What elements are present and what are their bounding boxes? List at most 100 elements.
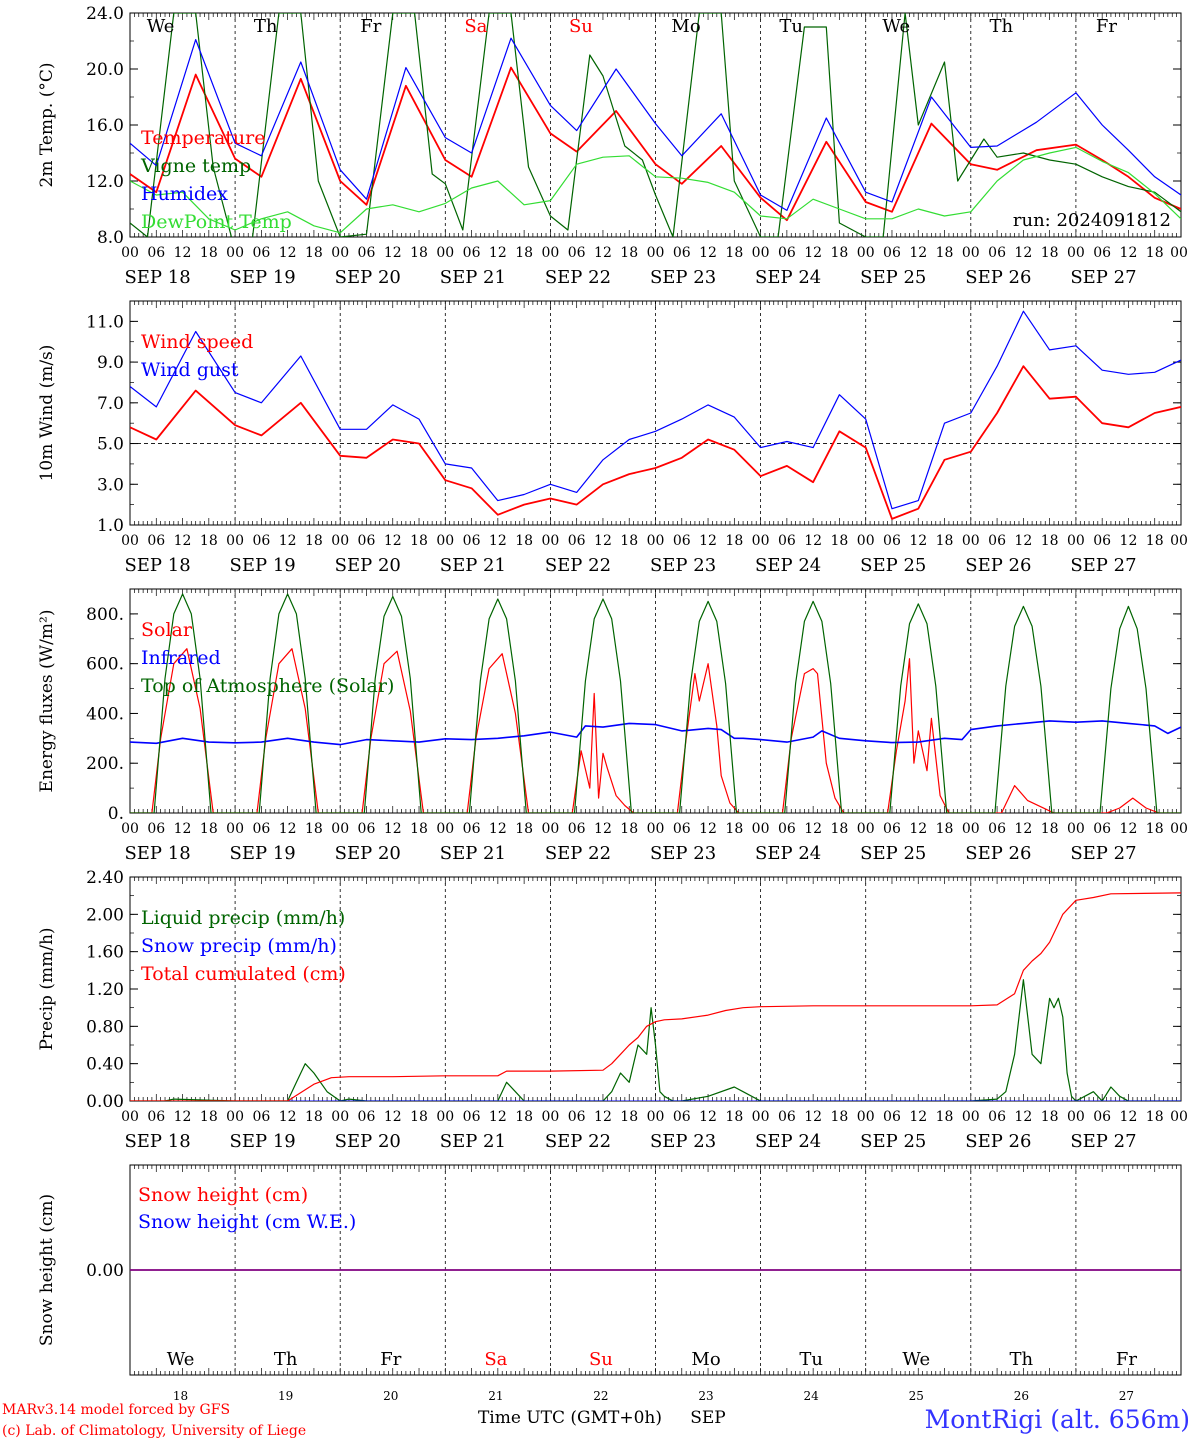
hour-ticks (129, 301, 1182, 525)
day-name-label: Fr (380, 1349, 401, 1370)
lab-credit: (c) Lab. of Climatology, University of L… (2, 1423, 306, 1439)
legend-entry: Liquid precip (mm/h) (141, 907, 345, 929)
hour-label: 18 (305, 533, 323, 549)
hour-label: 12 (489, 1109, 507, 1125)
day-name-label: Fr (1096, 16, 1117, 37)
hour-label: 18 (725, 533, 743, 549)
series-line-3 (130, 37, 1181, 211)
panel-frame (129, 12, 1182, 238)
y-tick-label: 16.0 (86, 116, 124, 136)
hour-label: 00 (226, 1109, 244, 1125)
hour-label: 00 (436, 1109, 454, 1125)
hour-label: 12 (594, 245, 612, 261)
hour-label: 06 (147, 533, 165, 549)
hour-label: 00 (331, 1109, 349, 1125)
day-number-label: 19 (278, 1389, 293, 1403)
hour-label: 12 (594, 821, 612, 837)
hour-label: 06 (778, 821, 796, 837)
date-label: SEP 21 (440, 267, 506, 288)
hour-label: 06 (988, 1109, 1006, 1125)
date-label: SEP 18 (124, 555, 190, 576)
hour-label: 18 (515, 533, 533, 549)
hour-label: 18 (200, 245, 218, 261)
hour-label: 00 (1067, 533, 1085, 549)
date-label: SEP 20 (335, 267, 401, 288)
model-credit: MARv3.14 model forced by GFS (2, 1402, 230, 1418)
hour-label: 00 (962, 821, 980, 837)
hour-label: 18 (1041, 245, 1059, 261)
hour-label: 00 (226, 245, 244, 261)
hour-label: 12 (804, 821, 822, 837)
hour-label: 06 (147, 245, 165, 261)
y-axis-label: Precip (mm/h) (37, 927, 57, 1050)
hour-label: 12 (384, 245, 402, 261)
date-label: SEP 20 (335, 843, 401, 864)
day-name-label: We (902, 1349, 930, 1370)
hour-label: 00 (1067, 821, 1085, 837)
series-line-3 (130, 892, 1181, 1101)
date-label: SEP 21 (440, 843, 506, 864)
hour-label: 00 (1170, 1109, 1188, 1125)
hour-label: 18 (305, 1109, 323, 1125)
hour-label: 06 (778, 1109, 796, 1125)
date-label: SEP 26 (965, 843, 1031, 864)
y-axis-label: 10m Wind (m/s) (37, 345, 57, 482)
time-axis-label: Time UTC (GMT+0h) (478, 1408, 662, 1428)
hour-label: 06 (988, 245, 1006, 261)
hour-label: 12 (909, 1109, 927, 1125)
day-name-label: Su (589, 1349, 613, 1370)
hour-label: 18 (936, 1109, 954, 1125)
hour-label: 06 (988, 821, 1006, 837)
hour-label: 12 (699, 245, 717, 261)
series-group (130, 310, 1181, 520)
month-label: SEP (690, 1408, 726, 1428)
hour-label: 00 (647, 821, 665, 837)
day-name-label: We (147, 16, 175, 37)
hour-label: 00 (121, 1109, 139, 1125)
date-label: SEP 26 (965, 1131, 1031, 1152)
hour-label: 00 (541, 1109, 559, 1125)
date-label: SEP 24 (755, 555, 821, 576)
hour-label: 00 (857, 245, 875, 261)
hour-label: 06 (988, 533, 1006, 549)
day-number-label: 20 (383, 1389, 398, 1403)
y-tick-label: 0.80 (86, 1017, 124, 1037)
hour-label: 00 (647, 1109, 665, 1125)
hour-label: 12 (1120, 821, 1138, 837)
series-group (130, 892, 1181, 1101)
series-line-1 (130, 648, 1181, 813)
hour-label: 12 (1014, 821, 1032, 837)
y-tick-label: 2.00 (86, 905, 124, 925)
hour-label: 18 (725, 821, 743, 837)
hour-label: 18 (831, 1109, 849, 1125)
date-label: SEP 27 (1070, 843, 1136, 864)
hour-label: 06 (778, 533, 796, 549)
y-tick-label: 11.0 (86, 312, 124, 332)
hour-label: 06 (252, 821, 270, 837)
y-tick-label: 7.0 (97, 394, 124, 414)
hour-label: 00 (541, 533, 559, 549)
panel-3: 0. 200. 400. 600. 800. Energy fluxes (W/m²) So… (37, 588, 1188, 864)
hour-label: 12 (174, 245, 192, 261)
day-name-label: Th (274, 1349, 298, 1370)
series-group (130, 593, 1181, 813)
y-tick-label: 800. (86, 605, 124, 625)
hour-label: 12 (1120, 245, 1138, 261)
y-tick-label: 0.00 (86, 1092, 124, 1112)
day-number-label: 25 (909, 1389, 924, 1403)
hour-label: 12 (804, 245, 822, 261)
hour-label: 12 (279, 1109, 297, 1125)
hour-label: 18 (410, 821, 428, 837)
date-label: SEP 25 (860, 267, 926, 288)
hour-label: 12 (279, 533, 297, 549)
hour-label: 12 (909, 533, 927, 549)
hour-label: 00 (752, 533, 770, 549)
legend-entry: Temperature (141, 127, 265, 149)
hour-label: 18 (200, 1109, 218, 1125)
date-label: SEP 18 (124, 1131, 190, 1152)
hour-label: 18 (620, 821, 638, 837)
hour-label: 12 (384, 1109, 402, 1125)
hour-ticks (129, 877, 1182, 1101)
hour-label: 06 (358, 245, 376, 261)
